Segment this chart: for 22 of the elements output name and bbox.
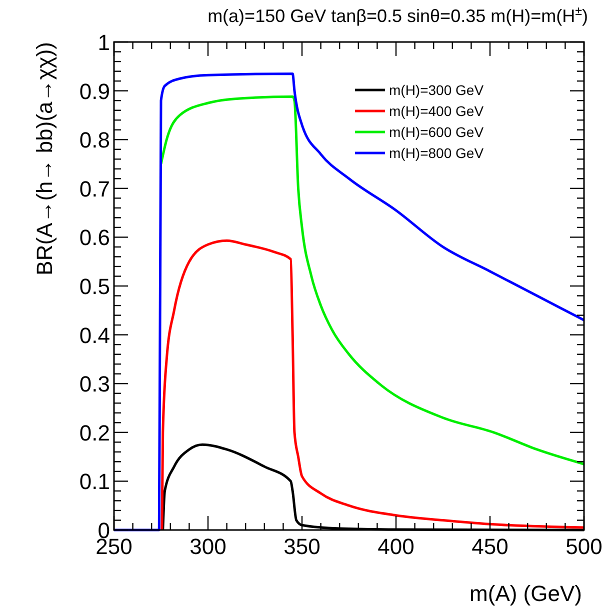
legend-label: m(H)=300 GeV bbox=[389, 82, 484, 98]
y-tick-label: 0.2 bbox=[79, 420, 110, 446]
legend-label: m(H)=800 GeV bbox=[389, 145, 484, 161]
x-axis-title: m(A) (GeV) bbox=[470, 581, 582, 606]
y-tick-label: 0.4 bbox=[79, 322, 110, 348]
x-tick-label: 400 bbox=[378, 534, 414, 559]
y-tick-label: 0.9 bbox=[79, 78, 110, 104]
x-tick-label: 350 bbox=[284, 534, 320, 559]
x-tick-label: 450 bbox=[472, 534, 508, 559]
y-tick-label: 0.8 bbox=[79, 128, 110, 153]
y-tick-label: 0.7 bbox=[79, 176, 110, 202]
y-axis-title: BR(A→(h→ bb)(a→χχ)) bbox=[32, 42, 57, 276]
y-tick-label: 1 bbox=[98, 30, 110, 55]
legend-label: m(H)=600 GeV bbox=[389, 124, 484, 140]
legend-label: m(H)=400 GeV bbox=[389, 103, 484, 119]
y-tick-label: 0.1 bbox=[79, 469, 110, 494]
x-tick-label: 500 bbox=[566, 534, 602, 559]
y-tick-label: 0.6 bbox=[79, 225, 110, 250]
x-tick-label: 300 bbox=[190, 534, 226, 559]
chart-title: m(a)=150 GeV tanβ=0.5 sinθ=0.35 m(H)=m(H$^{±}$) bbox=[208, 4, 588, 26]
y-tick-label: 0.5 bbox=[79, 274, 110, 299]
y-tick-label: 0.3 bbox=[79, 372, 110, 397]
